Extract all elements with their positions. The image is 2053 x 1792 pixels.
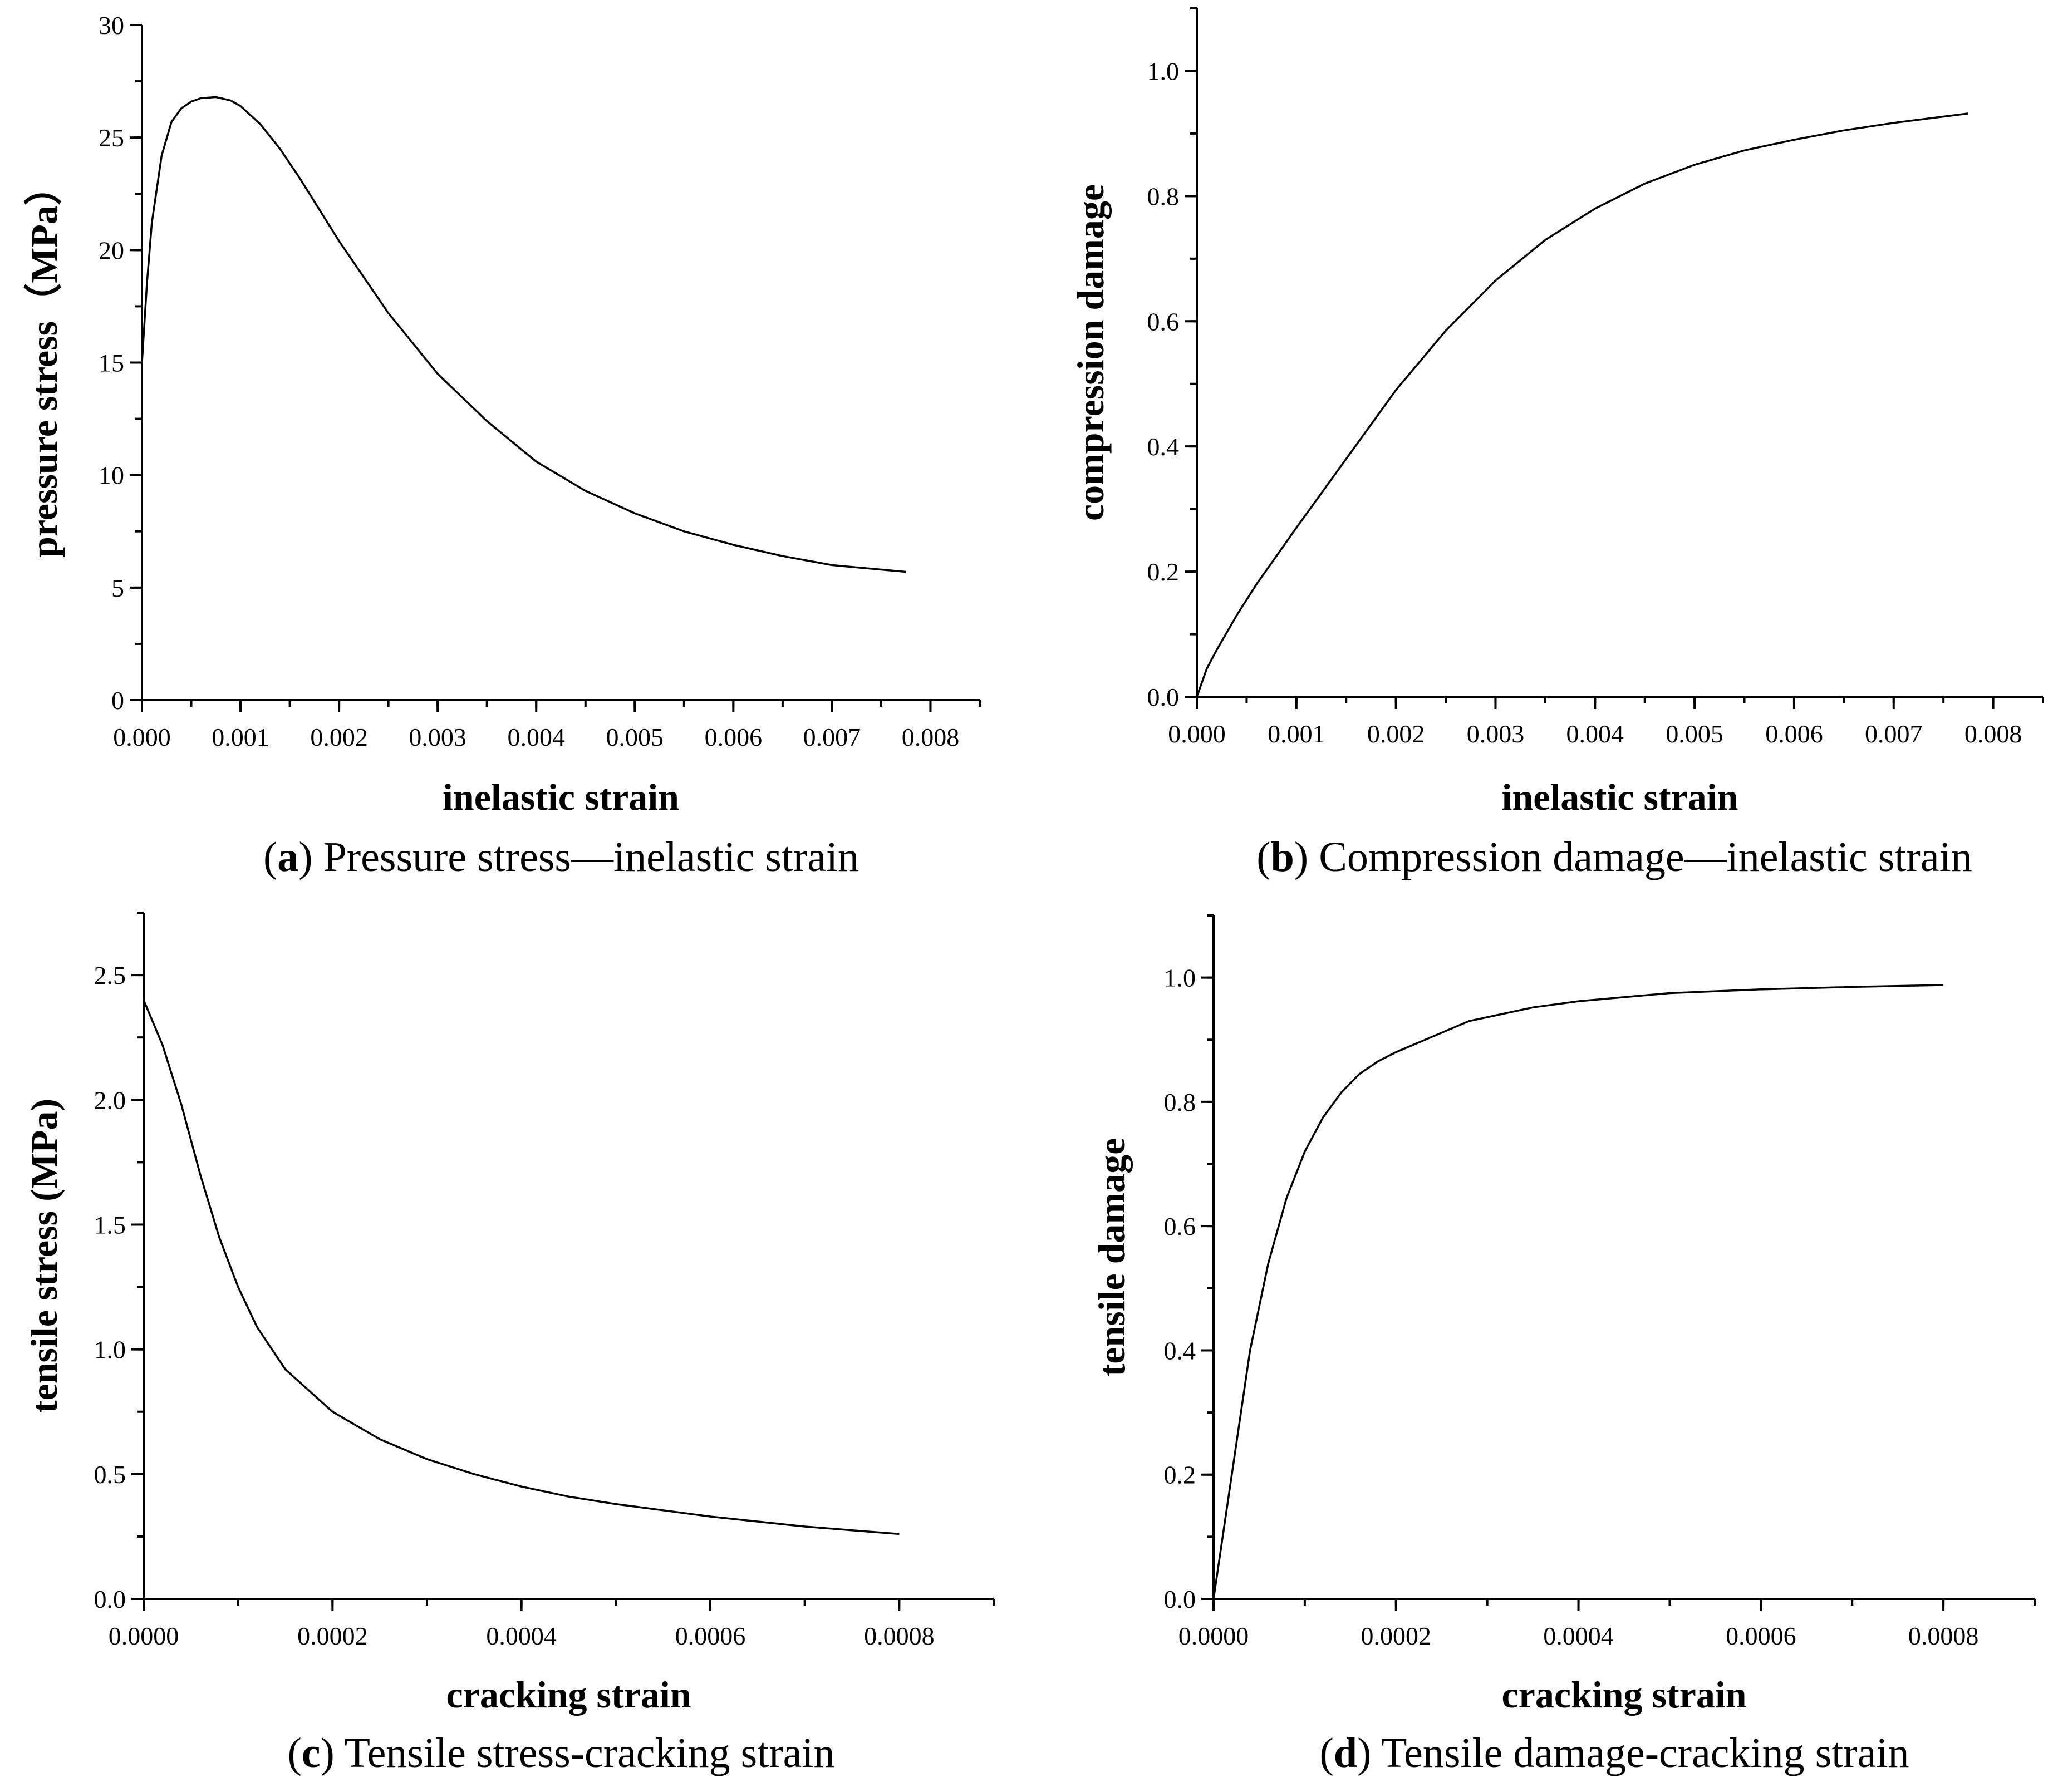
x-tick-label: 0.007 (803, 723, 861, 751)
y-tick-label: 15 (99, 349, 124, 377)
x-axis-title: cracking strain (446, 1673, 691, 1716)
x-tick-label: 0.002 (310, 723, 368, 751)
y-tick-label: 0.2 (1147, 558, 1180, 586)
y-tick-label: 1.5 (94, 1210, 126, 1239)
panel-caption: (a) Pressure stress—inelastic strain (263, 834, 859, 880)
y-tick-label: 0.0 (1164, 1585, 1196, 1613)
y-tick-label: 0.0 (1147, 683, 1180, 711)
x-tick-label: 0.0000 (109, 1622, 179, 1650)
y-tick-label: 0.8 (1147, 182, 1180, 210)
caption-paren-open: ( (263, 834, 277, 880)
x-tick-label: 0.008 (1964, 720, 2022, 748)
panel-b: 0.000 0.001 0.002 0.003 0.004 0.005 0.006 0.007… (1069, 7, 2044, 880)
y-tick-label: 0 (111, 686, 124, 715)
x-tick-label: 0.005 (1666, 720, 1723, 748)
y-tick-label: 20 (99, 236, 124, 264)
y-tick-label: 0.0 (94, 1585, 126, 1613)
x-tick-label: 0.006 (1765, 720, 1823, 748)
x-tick-label: 0.004 (1566, 720, 1624, 748)
y-axis-title: compression damage (1069, 184, 1112, 521)
panel-a: 0.000 0.001 0.002 0.003 0.004 0.005 0.006 0.007… (23, 11, 981, 880)
x-tick-label: 0.003 (409, 723, 466, 751)
caption-paren-close: ) (298, 834, 312, 880)
y-axis-title: tensile stress (MPa) (23, 1099, 65, 1413)
y-tick-label: 2.5 (94, 961, 126, 989)
x-tick-label: 0.000 (113, 723, 171, 751)
caption-letter: d (1334, 1730, 1357, 1776)
caption-paren-close: ) (1357, 1730, 1371, 1776)
data-curve-c (143, 1000, 900, 1535)
caption-text: Tensile damage-cracking strain (1371, 1730, 1909, 1776)
y-tick-label: 0.6 (1147, 307, 1180, 336)
caption-paren-close: ) (321, 1730, 335, 1776)
y-tick-label: 0.8 (1164, 1088, 1196, 1116)
y-tick-label: 1.0 (1147, 57, 1180, 85)
y-tick-label: 30 (99, 11, 124, 40)
caption-paren-open: ( (1319, 1730, 1333, 1776)
caption-letter: b (1271, 834, 1294, 880)
x-tick-label: 0.005 (606, 723, 664, 751)
x-axis-title: cracking strain (1501, 1673, 1746, 1716)
x-tick-label: 0.001 (212, 723, 269, 751)
y-tick-label: 1.0 (94, 1336, 126, 1364)
x-tick-label: 0.0006 (1726, 1622, 1796, 1650)
caption-paren-open: ( (1256, 834, 1270, 880)
caption-letter: a (277, 834, 298, 880)
data-curve-b (1196, 112, 1969, 697)
data-curve-d (1212, 984, 1944, 1599)
panel-d: 0.0000 0.0002 0.0004 0.0006 0.0008 0.0 0.2 0.4 0… (1091, 914, 2036, 1776)
panel-caption: (c) Tensile stress-cracking strain (287, 1730, 834, 1776)
y-tick-label: 0.2 (1164, 1461, 1196, 1489)
x-tick-label: 0.0004 (486, 1622, 557, 1650)
caption-text: Pressure stress—inelastic strain (313, 834, 859, 880)
x-tick-label: 0.0008 (864, 1622, 935, 1650)
y-tick-label: 1.0 (1164, 964, 1196, 992)
x-tick-label: 0.002 (1367, 720, 1425, 748)
x-tick-label: 0.0002 (1361, 1622, 1432, 1650)
caption-text: Compression damage—inelastic strain (1308, 834, 1972, 880)
y-tick-label: 2.0 (94, 1086, 126, 1114)
x-tick-label: 0.003 (1467, 720, 1525, 748)
caption-paren-open: ( (287, 1730, 301, 1776)
y-tick-label: 0.5 (94, 1460, 126, 1489)
x-tick-label: 0.0006 (675, 1622, 746, 1650)
x-tick-label: 0.0008 (1908, 1622, 1979, 1650)
x-tick-label: 0.006 (705, 723, 763, 751)
y-tick-label: 0.6 (1164, 1212, 1196, 1240)
y-tick-label: 10 (99, 461, 124, 490)
x-axis-title: inelastic strain (443, 776, 679, 818)
x-tick-label: 0.008 (902, 723, 960, 751)
data-curve-a (141, 96, 906, 573)
x-tick-label: 0.000 (1168, 720, 1226, 748)
y-tick-label: 5 (111, 574, 124, 602)
x-axis-title: inelastic strain (1502, 776, 1738, 818)
x-tick-label: 0.007 (1865, 720, 1923, 748)
y-axis-title: tensile damage (1091, 1138, 1133, 1377)
panel-caption: (d) Tensile damage-cracking strain (1319, 1730, 1909, 1776)
caption-text: Tensile stress-cracking strain (335, 1730, 835, 1776)
x-tick-label: 0.0000 (1178, 1622, 1249, 1650)
y-axis-title: pressure stress（MPa） (23, 168, 65, 558)
y-tick-label: 0.4 (1164, 1336, 1196, 1365)
x-tick-label: 0.001 (1268, 720, 1325, 748)
caption-paren-close: ) (1294, 834, 1308, 880)
x-tick-label: 0.004 (507, 723, 565, 751)
y-tick-label: 25 (99, 124, 124, 152)
x-tick-label: 0.0004 (1543, 1622, 1614, 1650)
panel-c: 0.0000 0.0002 0.0004 0.0006 0.0008 0.0 0.5 1.0 1… (23, 912, 995, 1776)
y-tick-label: 0.4 (1147, 432, 1180, 461)
x-tick-label: 0.0002 (297, 1622, 368, 1650)
caption-letter: c (302, 1730, 321, 1776)
panel-caption: (b) Compression damage—inelastic strain (1256, 834, 1972, 880)
